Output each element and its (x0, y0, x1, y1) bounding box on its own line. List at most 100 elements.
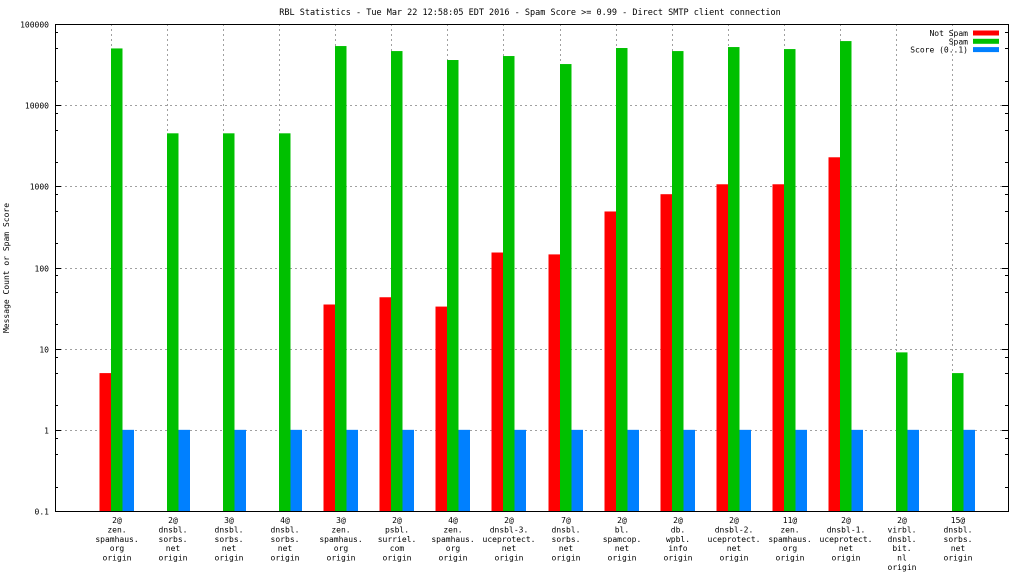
x-tick-label: db. (671, 525, 685, 534)
bar-spam (223, 133, 235, 511)
x-tick-label: origin (720, 554, 749, 563)
x-tick-label: 15@ (951, 516, 966, 525)
bar-spam (503, 56, 515, 512)
bar-not-spam (716, 184, 728, 511)
x-tick-label: origin (159, 554, 188, 563)
bar-not-spam (772, 184, 784, 511)
x-tick-label: spamhaus. (431, 535, 474, 544)
x-tick-label: 2@ (168, 516, 178, 525)
x-tick-label: origin (271, 554, 300, 563)
x-tick-label: net (502, 544, 517, 553)
x-tick-label: 4@ (280, 516, 290, 525)
y-tick-label: 10000 (25, 102, 49, 111)
bar-not-spam (548, 254, 560, 512)
bar-score-0-1 (178, 429, 190, 511)
bar-spam (560, 64, 572, 511)
bar-score-0-1 (514, 429, 526, 511)
x-tick-label: org (110, 544, 125, 553)
x-tick-label: net (222, 544, 237, 553)
x-tick-label: dnsbl. (159, 525, 188, 534)
x-tick-label: origin (888, 563, 917, 572)
bar-score-0-1 (458, 429, 470, 511)
x-tick-label: bit. (892, 544, 911, 553)
x-tick-label: sorbs. (271, 535, 300, 544)
x-tick-label: uceprotect. (483, 535, 536, 544)
plot-frame (55, 24, 1009, 512)
x-tick-label: spamhaus. (768, 535, 811, 544)
bar-spam (896, 352, 908, 511)
bar-score-0-1 (795, 429, 807, 511)
x-tick-label: origin (832, 554, 861, 563)
x-tick-label: zen. (443, 525, 462, 534)
x-tick-label: net (727, 544, 742, 553)
bar-spam (672, 51, 684, 511)
x-tick-label: virbl. (888, 525, 917, 534)
bar-spam (447, 60, 459, 511)
bar-score-0-1 (346, 429, 358, 511)
x-tick-label: sorbs. (215, 535, 244, 544)
x-tick-label: dnsbl-3. (490, 525, 529, 534)
x-tick-label: origin (776, 554, 805, 563)
x-tick-label: info (668, 544, 687, 553)
x-tick-label: 7@ (561, 516, 571, 525)
y-tick-label: 1 (44, 427, 49, 436)
x-tick-label: 2@ (897, 516, 907, 525)
bar-score-0-1 (290, 429, 302, 511)
legend-label: Score (0..1) (910, 46, 968, 55)
bar-not-spam (379, 297, 391, 511)
x-tick-label: psbl. (385, 525, 409, 534)
x-tick-label: net (278, 544, 293, 553)
bar-spam (616, 48, 628, 511)
bar-score-0-1 (851, 429, 863, 511)
x-tick-label: 2@ (673, 516, 683, 525)
bar-score-0-1 (122, 429, 134, 511)
bar-score-0-1 (963, 429, 975, 511)
x-tick-label: zen. (331, 525, 350, 534)
x-tick-label: 2@ (617, 516, 627, 525)
x-tick-label: 3@ (224, 516, 234, 525)
bar-spam (784, 49, 796, 512)
x-tick-label: dnsbl. (888, 535, 917, 544)
x-tick-label: dnsbl. (944, 525, 973, 534)
x-tick-label: 2@ (729, 516, 739, 525)
x-tick-label: bl. (615, 525, 629, 534)
bar-score-0-1 (234, 429, 246, 511)
x-tick-label: 3@ (336, 516, 346, 525)
x-tick-label: sorbs. (944, 535, 973, 544)
x-tick-label: spamhaus. (95, 535, 138, 544)
bar-not-spam (323, 304, 335, 511)
y-tick-labels: 0.1 1 10 100 1000 10000 100000 (20, 21, 49, 517)
legend-swatch (973, 30, 999, 36)
x-tick-label: sorbs. (552, 535, 581, 544)
chart-title: RBL Statistics - Tue Mar 22 12:58:05 EDT… (279, 8, 781, 18)
y-tick-label: 100 (35, 265, 50, 274)
legend-label: Spam (949, 37, 968, 46)
legend-swatch (973, 47, 999, 53)
x-tick-label: origin (103, 554, 132, 563)
x-tick-label: dnsbl. (215, 525, 244, 534)
x-tick-label: sorbs. (159, 535, 188, 544)
x-tick-label: surriel. (378, 535, 417, 544)
bar-not-spam (99, 373, 111, 511)
x-tick-label: dnsbl-1. (827, 525, 866, 534)
bar-spam (335, 46, 347, 512)
bar-score-0-1 (627, 429, 639, 511)
x-tick-label: dnsbl-2. (715, 525, 754, 534)
bar-score-0-1 (402, 429, 414, 511)
y-tick-label: 100000 (20, 21, 49, 30)
bar-not-spam (491, 252, 503, 511)
x-tick-label: origin (944, 554, 973, 563)
grid-lines (55, 24, 1008, 511)
axes (55, 24, 1009, 512)
x-tick-label: wpbl. (666, 535, 690, 544)
y-tick-label: 10 (39, 346, 49, 355)
bar-spam (728, 47, 740, 512)
x-tick-labels: 2@zen.spamhaus.orgorigin2@dnsbl.sorbs.ne… (95, 516, 972, 572)
x-tick-label: origin (439, 554, 468, 563)
bar-spam (840, 41, 852, 511)
x-tick-label: spamhaus. (319, 535, 362, 544)
x-tick-label: nl (897, 554, 907, 563)
bar-spam (952, 373, 964, 511)
legend-swatch (973, 38, 999, 44)
x-tick-label: org (783, 544, 798, 553)
